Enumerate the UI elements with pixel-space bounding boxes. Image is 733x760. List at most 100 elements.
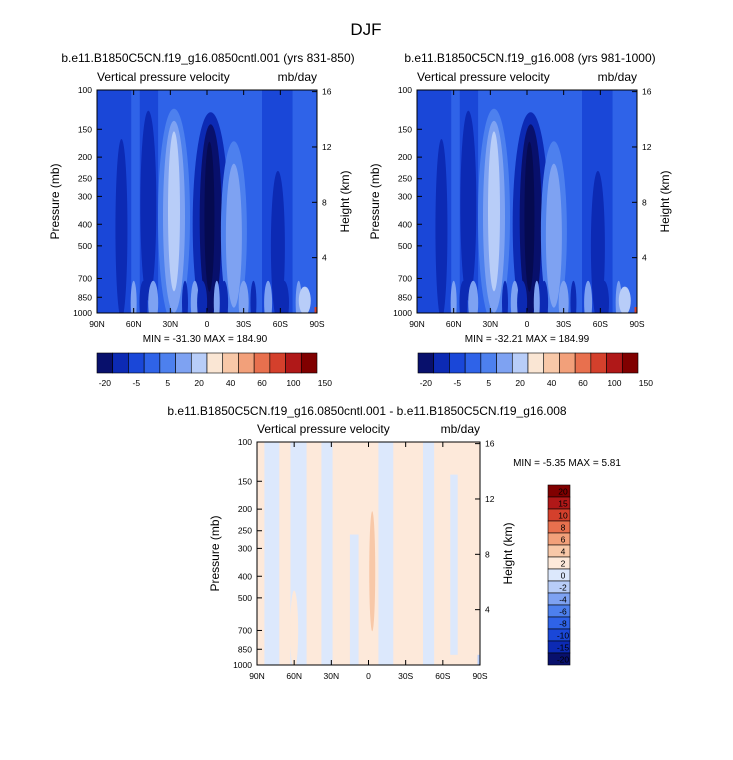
y-tick-label: 400 <box>238 571 252 581</box>
contour-fill <box>435 139 448 313</box>
colorbar-label: 5 <box>165 378 170 388</box>
x-tick-label: 30S <box>398 671 413 681</box>
y2-tick-label: 4 <box>642 253 647 263</box>
colorbar-swatch <box>128 352 145 374</box>
contour-fill <box>279 280 289 313</box>
y-tick-label: 500 <box>238 593 252 603</box>
x-tick-label: 90S <box>472 671 487 681</box>
colorbar-label: -20 <box>99 378 112 388</box>
contour-fill <box>190 280 199 313</box>
contour-fill <box>314 307 317 313</box>
chart-panel-1: 100150200250300400500700850100016128490N… <box>48 51 355 388</box>
contour-field <box>417 90 637 313</box>
y-tick-label: 400 <box>398 219 412 229</box>
y-tick-label: 300 <box>238 543 252 553</box>
colorbar-label: 40 <box>547 378 557 388</box>
contour-fill <box>213 280 220 313</box>
colorbar-label: -8 <box>559 619 567 629</box>
colorbar-label: 5 <box>486 378 491 388</box>
x-tick-label: 60N <box>446 319 462 329</box>
colorbar-swatch <box>621 352 639 374</box>
min-max-stats: MIN = -32.21 MAX = 184.99 <box>465 334 590 345</box>
x-tick-label: 0 <box>366 671 371 681</box>
colorbar-swatch <box>547 568 571 582</box>
colorbar-label: -5 <box>133 378 141 388</box>
panel-title: b.e11.B1850C5CN.f19_g16.0850cntl.001 - b… <box>167 404 567 418</box>
colorbar-label: 10 <box>558 511 568 521</box>
contour-fill <box>524 141 535 292</box>
min-max-stats: MIN = -5.35 MAX = 5.81 <box>513 458 621 469</box>
contour-fill <box>139 280 148 313</box>
colorbar-swatch <box>547 652 571 666</box>
y-tick-label: 850 <box>78 292 92 302</box>
colorbar-label: 60 <box>578 378 588 388</box>
contour-fill <box>290 590 299 665</box>
y-tick-label: 100 <box>238 437 252 447</box>
chart-panel-3: 100150200250300400500700850100016128490N… <box>167 404 621 681</box>
colorbar-swatch <box>559 352 576 374</box>
y-tick-label: 300 <box>398 191 412 201</box>
x-tick-label: 60N <box>286 671 302 681</box>
y2-tick-label: 4 <box>485 605 490 615</box>
y-axis-label: Pressure (mb) <box>208 515 222 591</box>
contour-fill <box>148 280 159 313</box>
contour-fill <box>460 110 477 301</box>
right-string: mb/day <box>598 70 637 84</box>
contour-fill <box>204 141 215 292</box>
contour-fill <box>533 280 540 313</box>
colorbar-swatch <box>190 352 208 374</box>
colorbar-label: -4 <box>559 595 567 605</box>
colorbar-label: -20 <box>557 655 570 665</box>
contour-fill <box>468 280 479 313</box>
y-tick-label: 300 <box>78 191 92 201</box>
y-tick-label: 150 <box>78 124 92 134</box>
contour-fill <box>502 280 508 313</box>
x-tick-label: 30N <box>163 319 179 329</box>
colorbar-swatch <box>269 352 286 374</box>
panel-title: b.e11.B1850C5CN.f19_g16.0850cntl.001 (yr… <box>61 51 354 65</box>
contour-fill <box>349 534 359 665</box>
y2-axis-label: Height (km) <box>338 170 352 232</box>
colorbar-swatch <box>143 352 161 374</box>
contour-fill <box>545 163 562 308</box>
y-tick-label: 850 <box>398 292 412 302</box>
colorbar-label: -15 <box>557 643 570 653</box>
contour-fill <box>634 307 637 313</box>
contour-fill <box>510 280 519 313</box>
contour-fill <box>270 170 285 313</box>
y-axis-label: Pressure (mb) <box>368 163 382 239</box>
x-tick-label: 90N <box>89 319 105 329</box>
colorbar-swatch <box>300 352 318 374</box>
contour-fill <box>321 442 333 665</box>
x-tick-label: 60S <box>273 319 288 329</box>
x-tick-label: 60S <box>435 671 450 681</box>
contour-field <box>97 90 317 313</box>
y-tick-label: 850 <box>238 644 252 654</box>
colorbar-label: 100 <box>607 378 621 388</box>
contour-fill <box>369 511 376 632</box>
y-tick-label: 100 <box>78 85 92 95</box>
colorbar-label: 20 <box>558 487 568 497</box>
y-tick-label: 100 <box>398 85 412 95</box>
chart-panel-2: 100150200250300400500700850100016128490N… <box>368 51 672 388</box>
y2-tick-label: 8 <box>322 197 327 207</box>
colorbar-label: -5 <box>454 378 462 388</box>
colorbar-swatch <box>285 352 302 374</box>
colorbar-swatch <box>433 352 450 374</box>
figure-title: DJF <box>350 20 381 39</box>
contour-fill <box>477 654 480 665</box>
contour-fill <box>618 286 631 313</box>
contour-fill <box>584 280 593 313</box>
colorbar-swatch <box>543 352 560 374</box>
x-tick-label: 60S <box>593 319 608 329</box>
y-tick-label: 700 <box>398 273 412 283</box>
colorbar-label: 60 <box>257 378 267 388</box>
y-tick-label: 500 <box>78 241 92 251</box>
contour-fill <box>450 280 457 313</box>
contour-fill <box>238 280 249 313</box>
contour-fill <box>450 474 458 655</box>
contour-fill <box>140 110 157 301</box>
y2-tick-label: 16 <box>322 87 332 97</box>
colorbar-label: -2 <box>559 583 567 593</box>
contour-fill <box>570 280 577 313</box>
